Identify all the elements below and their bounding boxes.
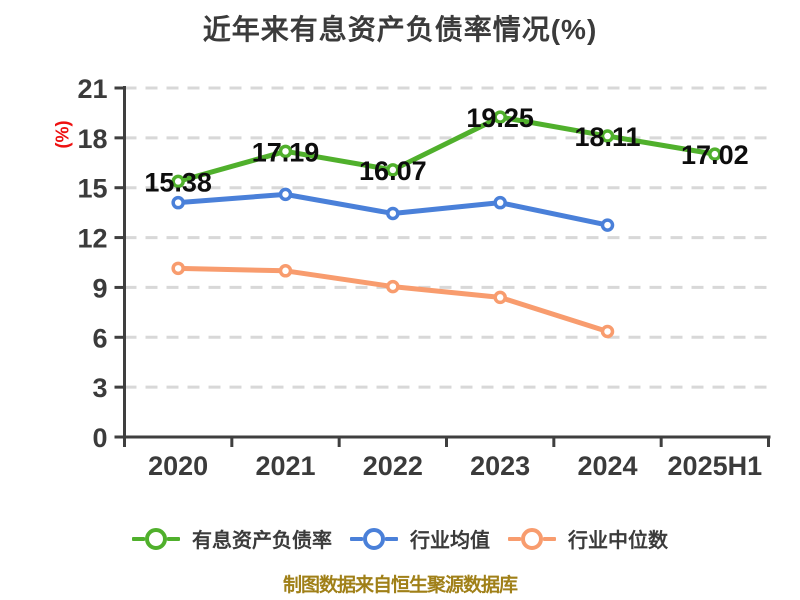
legend-item-main: 有息资产负债率 [132, 524, 332, 553]
x-tick-label: 2023 [470, 451, 530, 481]
legend-marker-icon [521, 527, 543, 550]
x-tick-label: 2025H1 [668, 451, 763, 481]
data-point-industry-median [493, 290, 507, 305]
data-point-industry-median [600, 324, 615, 339]
data-point-main [600, 129, 615, 143]
data-point-industry-avg [493, 195, 507, 210]
data-label-main: 17.19 [252, 137, 320, 167]
data-label-main: 17.02 [681, 140, 749, 170]
data-point-main [278, 144, 293, 159]
data-source-note: 制图数据来自恒生聚源数据库 [282, 575, 518, 596]
legend-item-industry-median: 行业中位数 [508, 524, 668, 553]
x-tick-label: 2020 [148, 451, 208, 481]
y-tick-label: 15 [77, 174, 107, 204]
data-point-industry-median [386, 279, 400, 294]
y-tick-label: 21 [77, 74, 107, 104]
legend: 有息资产负债率 行业均值 行业中位数 [0, 524, 800, 553]
legend-line-icon [508, 536, 521, 541]
data-point-industry-median [171, 261, 185, 276]
data-label-main: 18.11 [574, 122, 640, 152]
series-line-industry-median [175, 265, 610, 334]
data-label-main: 19.25 [466, 103, 534, 133]
data-point-industry-avg [386, 206, 400, 221]
legend-line-icon [167, 536, 180, 541]
data-point-industry-avg [600, 218, 615, 232]
series-line-main [175, 114, 718, 184]
data-point-main [493, 110, 507, 124]
legend-line-icon [350, 536, 363, 541]
data-label-main: 16.07 [359, 156, 427, 186]
y-tick-label: 12 [77, 224, 107, 254]
legend-line-icon [132, 536, 145, 541]
legend-item-industry-avg: 行业均值 [350, 524, 490, 553]
data-point-main [386, 163, 400, 177]
x-tick-label: 2022 [363, 451, 423, 481]
x-tick-label: 2021 [255, 451, 315, 481]
y-tick-label: 6 [92, 323, 107, 353]
x-tick-label: 2024 [577, 451, 637, 481]
legend-line-icon [385, 536, 398, 541]
data-point-main [171, 174, 185, 189]
y-tick-label: 3 [92, 373, 107, 403]
data-point-industry-median [278, 264, 293, 278]
y-tick-label: 18 [77, 124, 107, 154]
data-point-industry-avg [278, 187, 293, 202]
y-tick-label: 9 [92, 273, 107, 303]
y-tick-label: 0 [92, 423, 107, 453]
chart-title: 近年来有息资产负债率情况(%) [202, 14, 598, 45]
legend-label: 有息资产负债率 [192, 530, 332, 552]
data-label-main: 15.38 [144, 167, 212, 197]
data-point-main [708, 147, 722, 161]
data-point-industry-avg [171, 195, 185, 210]
legend-line-icon [543, 536, 556, 541]
legend-marker-icon [145, 527, 167, 550]
legend-label: 行业中位数 [568, 530, 668, 552]
legend-label: 行业均值 [410, 530, 490, 552]
legend-marker-icon [363, 527, 385, 550]
